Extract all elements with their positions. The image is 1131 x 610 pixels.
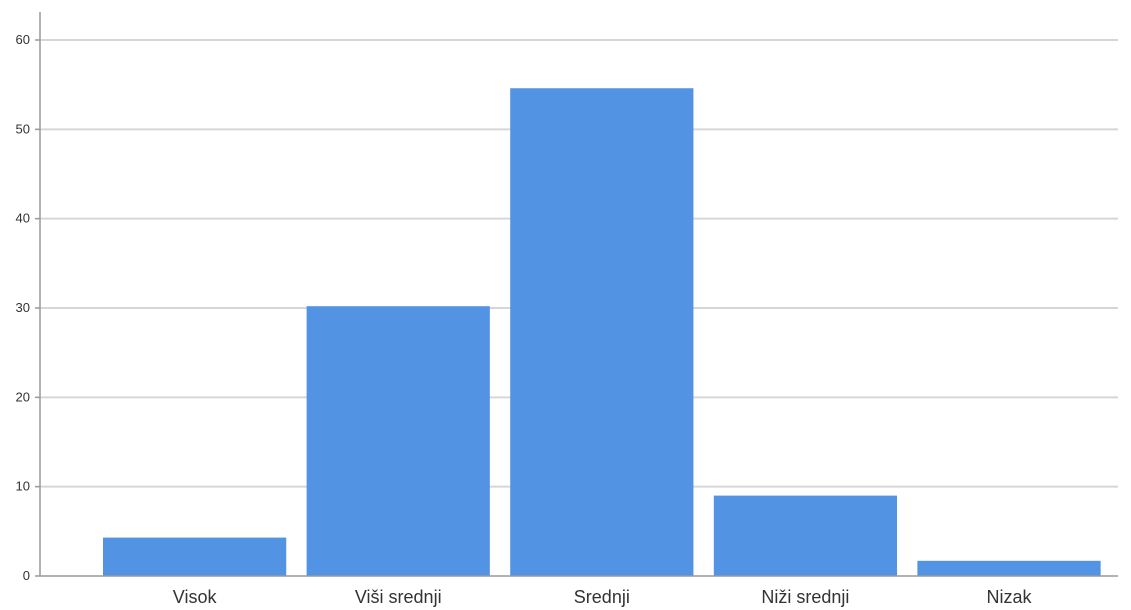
- y-tick-label: 30: [16, 300, 30, 315]
- x-category-label: Srednji: [574, 587, 630, 607]
- y-tick-label: 50: [16, 121, 30, 136]
- bar: [306, 306, 490, 576]
- axes: [35, 12, 1118, 577]
- y-tick-label: 60: [16, 32, 30, 47]
- y-tick-label: 10: [16, 479, 30, 494]
- bar: [103, 537, 287, 576]
- y-axis-tick-labels: 0 10 20 30 40 50 60: [16, 32, 30, 583]
- y-tick-label: 20: [16, 389, 30, 404]
- bar: [917, 560, 1101, 576]
- x-axis-category-labels: Visok Viši srednji Srednji Niži srednji Niza…: [173, 587, 1033, 607]
- bar: [713, 495, 898, 576]
- y-tick-label: 0: [23, 568, 30, 583]
- x-category-label: Niži srednji: [761, 587, 849, 607]
- x-category-label: Visok: [173, 587, 218, 607]
- y-tick-label: 40: [16, 211, 30, 226]
- bar: [510, 88, 694, 577]
- x-category-label: Nizak: [987, 587, 1033, 607]
- bars: [103, 88, 1101, 577]
- x-category-label: Viši srednji: [355, 587, 442, 607]
